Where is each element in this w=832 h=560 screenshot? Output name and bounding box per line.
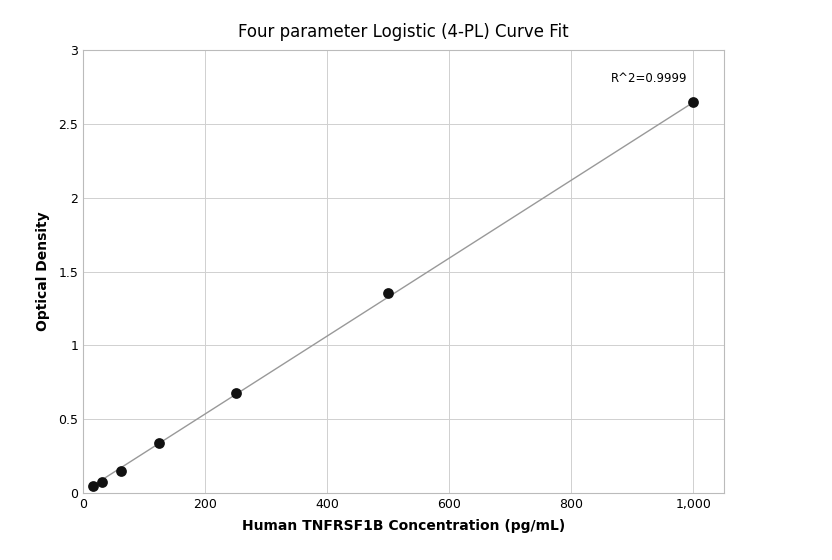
Point	[686, 98, 700, 107]
Text: R^2=0.9999: R^2=0.9999	[611, 72, 687, 85]
Point	[86, 481, 99, 490]
Point	[229, 389, 242, 398]
Point	[382, 288, 395, 297]
Point	[96, 478, 109, 487]
Point	[115, 466, 128, 475]
Y-axis label: Optical Density: Optical Density	[36, 212, 50, 332]
Point	[153, 438, 166, 447]
X-axis label: Human TNFRSF1B Concentration (pg/mL): Human TNFRSF1B Concentration (pg/mL)	[242, 519, 565, 533]
Title: Four parameter Logistic (4-PL) Curve Fit: Four parameter Logistic (4-PL) Curve Fit	[238, 22, 569, 40]
